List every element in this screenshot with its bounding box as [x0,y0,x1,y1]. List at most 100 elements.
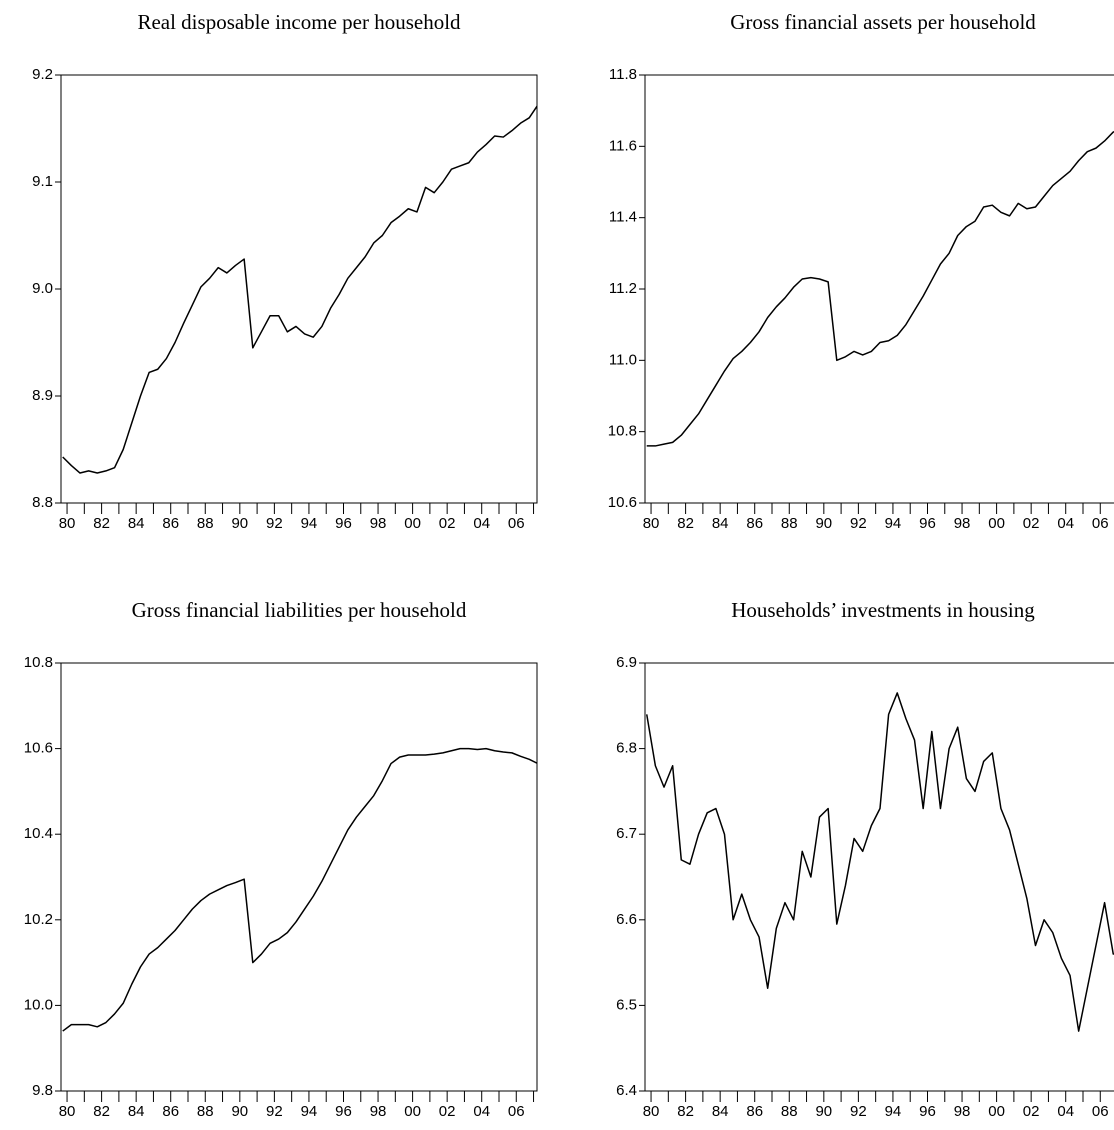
x-tick-label: 96 [335,1103,352,1120]
y-tick-label: 10.6 [24,740,53,757]
chart-title: Gross financial liabilities per househol… [132,598,467,622]
x-tick-label: 84 [712,1103,729,1120]
x-tick-label: 00 [404,515,421,532]
x-tick-label: 98 [954,1103,971,1120]
x-tick-label: 80 [59,515,76,532]
x-tick-label: 94 [301,1103,318,1120]
chart-panel: Real disposable income per household 8.8 8… [32,10,538,532]
x-tick-label: 86 [162,1103,179,1120]
y-tick-label: 11.8 [609,66,637,83]
x-tick-label: 90 [231,515,248,532]
x-tick-label: 80 [643,515,660,532]
chart-panel: Households’ investments in housing 6.4 6.5… [616,598,1114,1120]
y-tick-label: 10.4 [24,825,53,842]
x-tick-label: 84 [128,1103,145,1120]
x-tick-label: 06 [1092,1103,1109,1120]
x-tick-label: 86 [162,515,179,532]
data-line [645,692,1114,1032]
y-tick-label: 11.0 [609,351,637,368]
y-tick-label: 10.0 [24,996,53,1013]
x-tick-label: 06 [508,1103,525,1120]
y-tick-label: 11.4 [609,209,637,226]
x-tick-label: 02 [439,515,456,532]
x-tick-label: 98 [370,515,387,532]
chart-panel: Gross financial liabilities per househol… [24,598,538,1120]
y-tick-label: 10.8 [24,654,53,671]
chart-title: Gross financial assets per household [730,10,1036,34]
x-tick-label: 06 [508,515,525,532]
x-tick-label: 94 [885,1103,902,1120]
plot-frame [644,662,1114,1092]
y-tick-label: 10.6 [608,494,637,511]
x-tick-label: 00 [988,515,1005,532]
x-tick-label: 04 [473,515,490,532]
x-tick-label: 92 [266,1103,283,1120]
x-tick-label: 96 [919,1103,936,1120]
plot-area [62,104,537,474]
y-tick-label: 9.1 [32,173,53,190]
x-tick-label: 02 [1023,1103,1040,1120]
y-tick-label: 6.7 [616,825,637,842]
y-tick-label: 6.4 [616,1082,637,1099]
y-tick-label: 9.0 [32,280,53,297]
data-line [62,104,537,474]
y-tick-label: 6.9 [616,654,637,671]
x-tick-label: 04 [473,1103,490,1120]
x-tick-label: 94 [885,515,902,532]
x-tick-label: 00 [404,1103,421,1120]
x-tick-label: 96 [919,515,936,532]
x-tick-label: 94 [301,515,318,532]
x-tick-label: 86 [746,1103,763,1120]
x-tick-label: 80 [59,1103,76,1120]
x-tick-label: 84 [712,515,729,532]
data-line [646,130,1114,447]
plot-area [62,747,537,1032]
x-tick-label: 90 [815,1103,832,1120]
x-tick-label: 92 [266,515,283,532]
x-tick-label: 84 [128,515,145,532]
y-tick-label: 10.8 [608,423,637,440]
x-tick-label: 04 [1057,1103,1074,1120]
x-tick-label: 82 [93,515,110,532]
plot-frame [60,74,538,504]
x-tick-label: 02 [1023,515,1040,532]
y-tick-label: 8.9 [32,387,53,404]
chart-title: Households’ investments in housing [731,598,1035,622]
x-tick-label: 92 [850,1103,867,1120]
x-tick-label: 92 [850,515,867,532]
y-tick-label: 10.2 [24,911,53,928]
y-tick-label: 6.8 [616,740,637,757]
chart-panel: Gross financial assets per household 10.6… [608,10,1114,532]
x-tick-label: 90 [231,1103,248,1120]
y-tick-label: 6.6 [616,911,637,928]
x-tick-label: 04 [1057,515,1074,532]
x-tick-label: 96 [335,515,352,532]
y-tick-label: 8.8 [32,494,53,511]
x-tick-label: 98 [954,515,971,532]
x-tick-label: 82 [93,1103,110,1120]
x-tick-label: 88 [781,515,798,532]
x-tick-label: 82 [677,1103,694,1120]
y-tick-label: 9.2 [32,66,53,83]
y-tick-label: 9.8 [32,1082,53,1099]
plot-area [645,692,1114,1032]
x-tick-label: 06 [1092,515,1109,532]
x-tick-label: 88 [197,515,214,532]
plot-frame [60,662,538,1092]
x-tick-label: 88 [197,1103,214,1120]
plot-area [646,130,1114,447]
y-tick-label: 11.6 [609,137,637,154]
x-tick-label: 00 [988,1103,1005,1120]
x-tick-label: 86 [746,515,763,532]
x-tick-label: 82 [677,515,694,532]
plot-frame [644,74,1114,504]
chart-title: Real disposable income per household [137,10,461,34]
x-tick-label: 98 [370,1103,387,1120]
data-line [62,747,537,1032]
x-tick-label: 80 [643,1103,660,1120]
x-tick-label: 02 [439,1103,456,1120]
x-tick-label: 90 [815,515,832,532]
y-tick-label: 11.2 [609,280,637,297]
